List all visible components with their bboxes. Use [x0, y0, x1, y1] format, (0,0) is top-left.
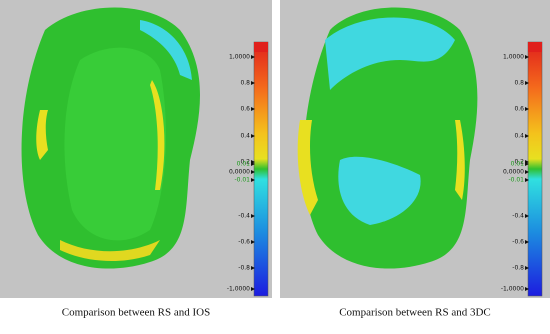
scale-label: -1,0000 [227, 286, 250, 293]
scale-label: 0.2 [240, 159, 250, 166]
scale-label: 0,0000 [229, 169, 250, 176]
scale-label: 0,0000 [503, 169, 524, 176]
region [36, 110, 48, 160]
scale-pointer [251, 214, 255, 218]
scale-pointer [525, 55, 529, 59]
scale-label: -0.8 [238, 265, 250, 272]
scale-label: -1,0000 [501, 286, 524, 293]
scale-pointer [251, 287, 255, 291]
panel-left: Comparison between RS and IOS [0, 0, 272, 319]
region [338, 156, 421, 225]
scale-label: 0.01 [511, 161, 525, 168]
scale-pointer [525, 81, 529, 85]
scale-pointer [525, 170, 529, 174]
scale-label: 0.8 [240, 80, 250, 87]
scale-label: 0.8 [514, 80, 524, 87]
panel-right: Comparison between RS and 3DC [280, 0, 550, 319]
scale-pointer [251, 266, 255, 270]
scale-label: 0.2 [514, 159, 524, 166]
region [150, 80, 165, 190]
scale-label: -0.6 [512, 239, 524, 246]
scale-label: 1,0000 [229, 54, 250, 61]
scale-label: 0.6 [240, 106, 250, 113]
scale-pointer [525, 162, 529, 166]
scale-label: 0.4 [240, 133, 250, 140]
scale-pointer [251, 107, 255, 111]
color-scale-cap [528, 42, 542, 52]
scale-label: -0.8 [512, 265, 524, 272]
scale-pointer [525, 287, 529, 291]
scale-pointer [251, 178, 255, 182]
scale-pointer [525, 240, 529, 244]
region [140, 20, 192, 80]
scale-pointer [251, 170, 255, 174]
region [60, 240, 160, 262]
region [64, 47, 166, 241]
scale-label: 1,0000 [503, 54, 524, 61]
scale-pointer [525, 214, 529, 218]
caption: Comparison between RS and 3DC [339, 307, 491, 319]
scale-pointer [251, 240, 255, 244]
scale-label: -0.4 [238, 213, 250, 220]
scale-label: -0.4 [512, 213, 524, 220]
scale-label: 0.01 [237, 161, 251, 168]
scale-pointer [525, 134, 529, 138]
scale-label: 0.6 [514, 106, 524, 113]
scale-pointer [251, 81, 255, 85]
region [297, 120, 318, 215]
color-scale-cap [254, 42, 268, 52]
region [325, 17, 455, 90]
scale-pointer [525, 178, 529, 182]
color-scale [527, 41, 543, 297]
scale-pointer [251, 55, 255, 59]
scale-pointer [251, 162, 255, 166]
scale-label: -0.6 [238, 239, 250, 246]
color-scale [253, 41, 269, 297]
scale-label: 0.4 [514, 133, 524, 140]
scale-label: -0.01 [234, 177, 250, 184]
region [455, 120, 465, 200]
scale-pointer [251, 134, 255, 138]
scale-pointer [525, 266, 529, 270]
scale-label: -0.01 [508, 177, 524, 184]
scale-pointer [525, 107, 529, 111]
caption: Comparison between RS and IOS [62, 307, 210, 319]
